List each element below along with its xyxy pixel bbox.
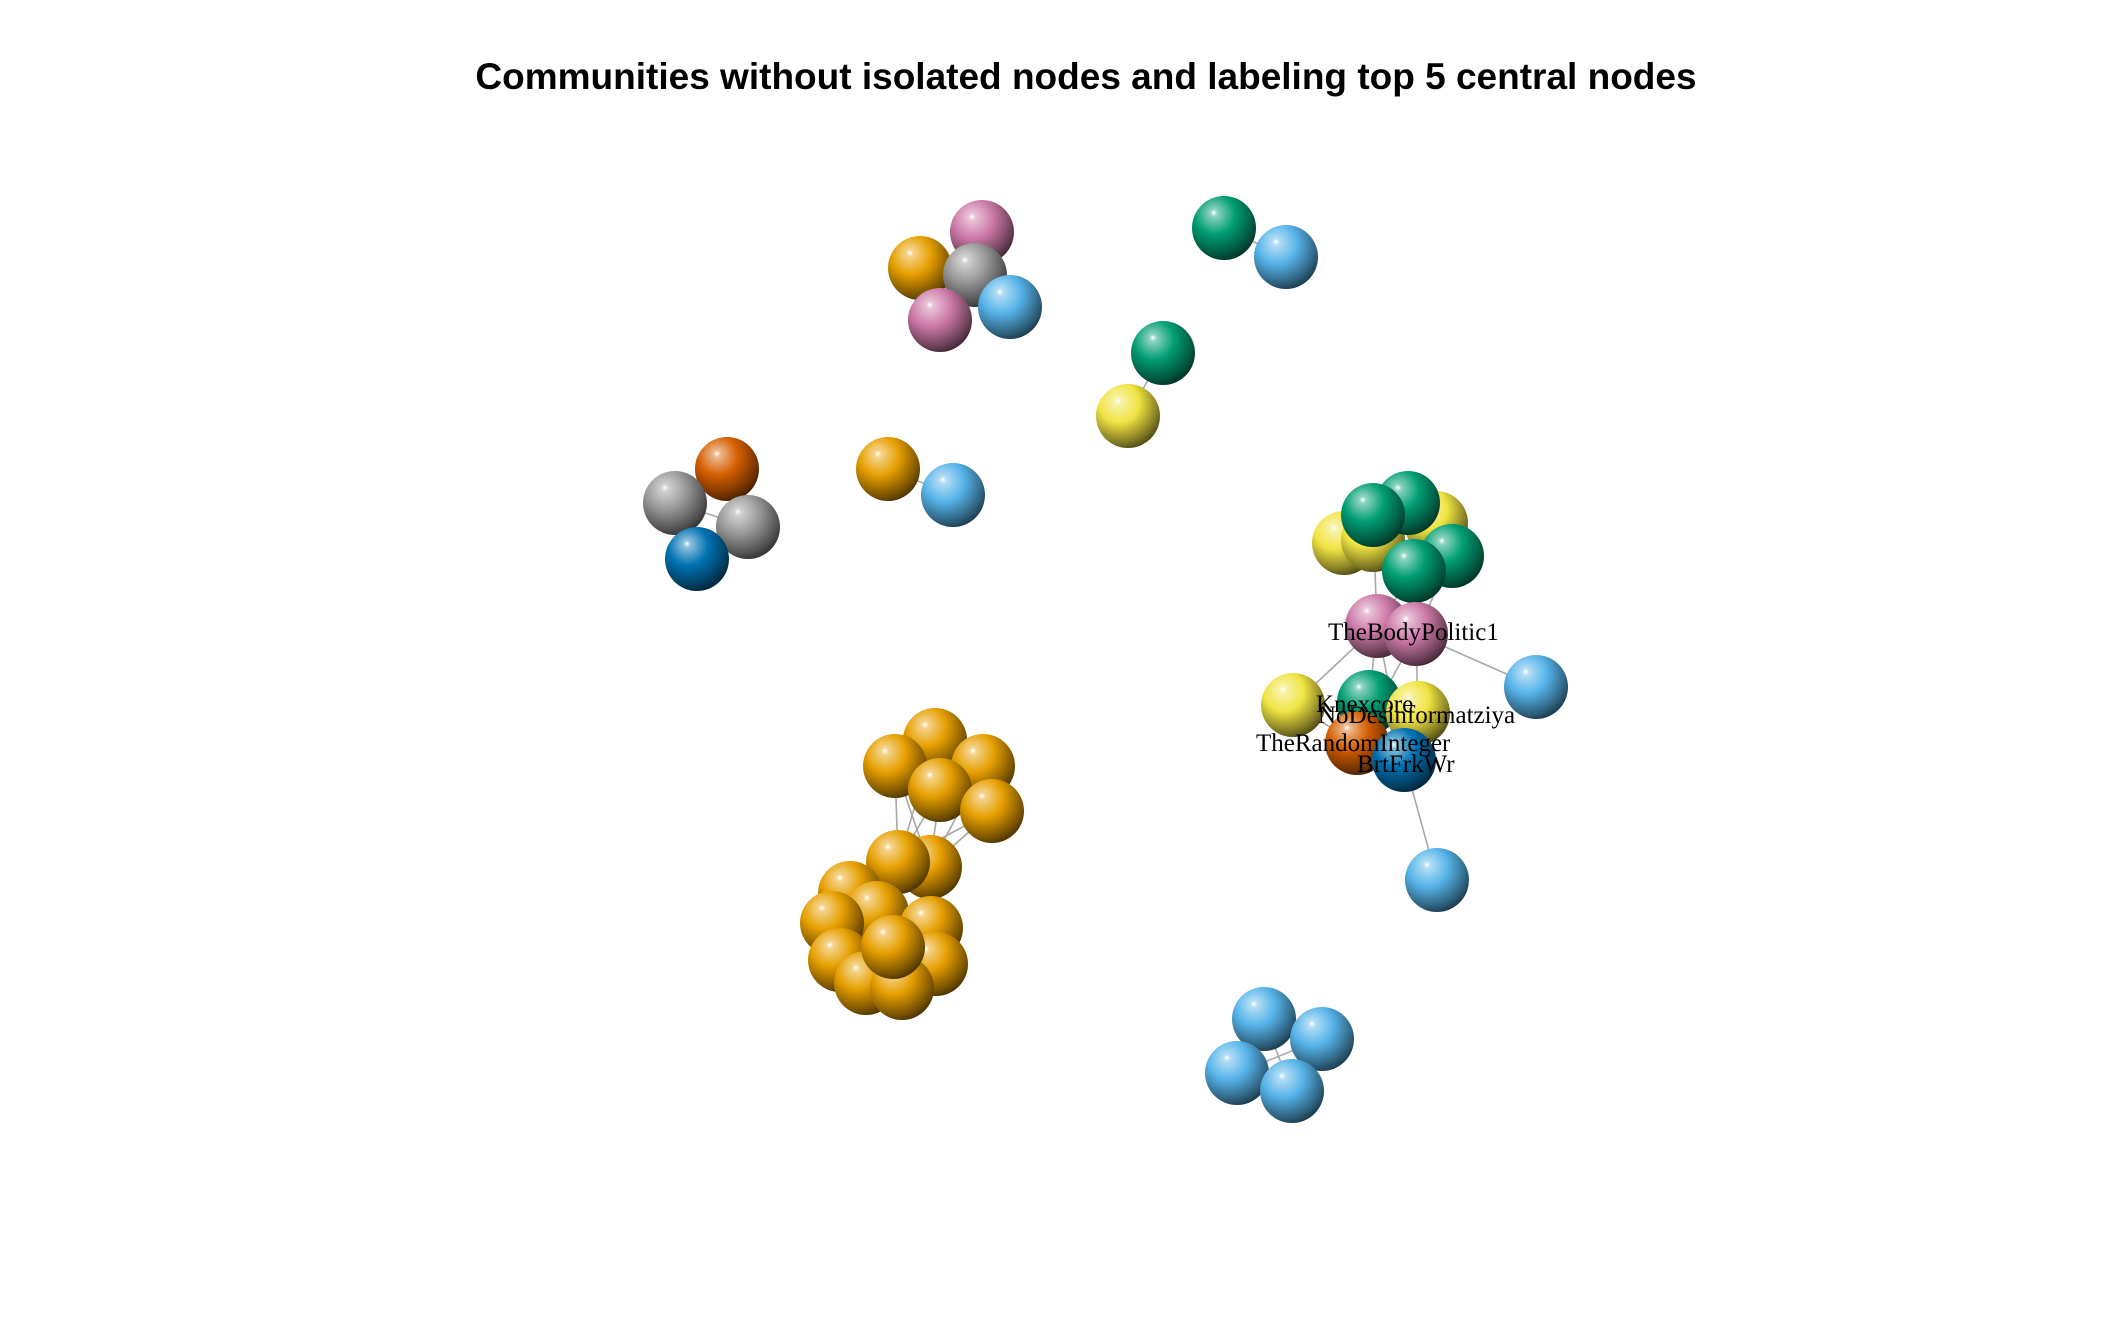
node-b3 (1205, 1041, 1269, 1105)
node-n7 (1254, 225, 1318, 289)
node-n12 (716, 495, 780, 559)
node-n13 (665, 527, 729, 591)
node-o7 (866, 830, 930, 894)
node-n22 (1382, 539, 1446, 603)
node-o5 (960, 779, 1024, 843)
node-n20 (1341, 483, 1405, 547)
node-n10 (695, 437, 759, 501)
node-o16 (861, 915, 925, 979)
node-n4 (978, 275, 1042, 339)
node-n2 (888, 236, 952, 300)
label-therandominteger: TheRandomInteger (1256, 730, 1451, 757)
node-n14 (856, 437, 920, 501)
node-b2 (1290, 1007, 1354, 1071)
node-n11 (643, 471, 707, 535)
labels-layer: TheBodyPolitic1 Knexcore NoDesinformatzi… (1256, 619, 1515, 778)
node-n25 (1504, 655, 1568, 719)
node-n26 (1261, 673, 1325, 737)
label-thebodypolitic1: TheBodyPolitic1 (1328, 619, 1499, 646)
node-n15 (921, 463, 985, 527)
node-b1 (1232, 987, 1296, 1051)
label-brtfrkwr: BrtFrkWr (1357, 751, 1455, 778)
node-n24 (1384, 602, 1448, 666)
node-n30 (1372, 728, 1436, 792)
graph-title: Communities without isolated nodes and l… (475, 56, 1697, 97)
node-b4 (1260, 1059, 1324, 1123)
nodes-layer (643, 196, 1568, 1123)
node-n9 (1096, 384, 1160, 448)
node-o4 (908, 758, 972, 822)
label-knexcore: Knexcore (1316, 691, 1413, 718)
node-n8 (1131, 321, 1195, 385)
node-n6 (1192, 196, 1256, 260)
label-nodesinformatziya: NoDesinformatziya (1318, 702, 1515, 729)
node-n31 (1405, 848, 1469, 912)
node-n5 (908, 288, 972, 352)
